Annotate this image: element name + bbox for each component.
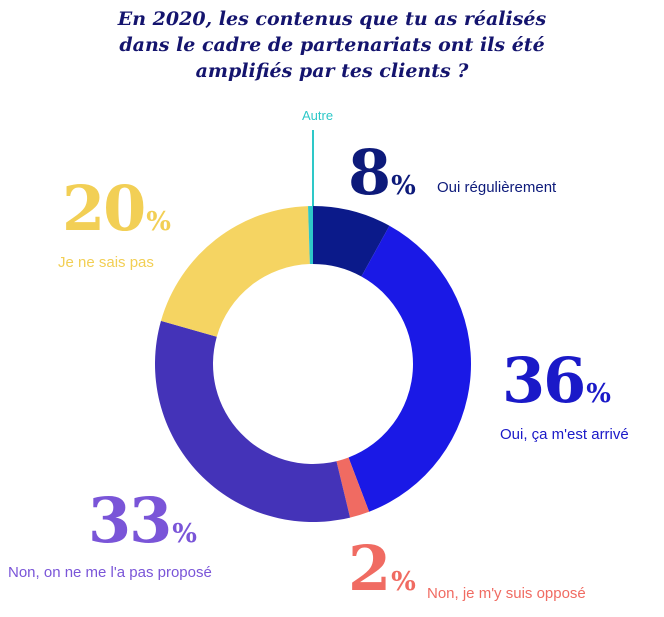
label-autre: Autre — [302, 108, 334, 123]
value-number: 36 — [502, 344, 586, 417]
value-ne-sais-pas: 20% — [62, 178, 171, 240]
donut-slice-oui-r-guli-rement — [313, 206, 390, 277]
value-number: 20 — [62, 172, 146, 245]
value-non-propose: 33% — [88, 490, 197, 552]
title-line-3: amplifiés par tes clients ? — [195, 60, 469, 82]
chart-title: En 2020, les contenus que tu as réalisés… — [40, 6, 624, 84]
donut-slice-non-je-m-y-suis-oppos — [336, 457, 370, 518]
value-number: 8 — [348, 136, 391, 209]
value-number: 2 — [348, 532, 391, 605]
donut-slice-autre — [308, 206, 313, 265]
percent-sign: % — [391, 567, 416, 597]
donut-slice-non-on-ne-me-l-a-pas-propos — [154, 320, 351, 523]
label-ne-sais-pas: Je ne sais pas — [58, 254, 154, 271]
value-oui-arrive: 36% — [502, 350, 611, 412]
value-non-oppose: 2% — [348, 538, 416, 600]
label-oui-regulierement: Oui régulièrement — [437, 179, 557, 196]
title-line-1: En 2020, les contenus que tu as réalisés — [117, 8, 547, 30]
label-non-propose: Non, on ne me l'a pas proposé — [8, 564, 212, 581]
title-line-2: dans le cadre de partenariats ont ils ét… — [119, 34, 545, 56]
percent-sign: % — [172, 519, 197, 549]
donut-slice-je-ne-sais-pas — [160, 206, 310, 337]
percent-sign: % — [146, 207, 171, 237]
percent-sign: % — [586, 379, 611, 409]
value-oui-regulierement: 8% — [348, 142, 416, 204]
value-number: 33 — [88, 484, 172, 557]
percent-sign: % — [391, 171, 416, 201]
label-oui-arrive: Oui, ça m'est arrivé — [500, 426, 629, 443]
label-non-oppose: Non, je m'y suis opposé — [427, 585, 586, 602]
donut-slice-oui-a-m-est-arriv — [348, 225, 472, 512]
donut-slices — [154, 206, 472, 523]
